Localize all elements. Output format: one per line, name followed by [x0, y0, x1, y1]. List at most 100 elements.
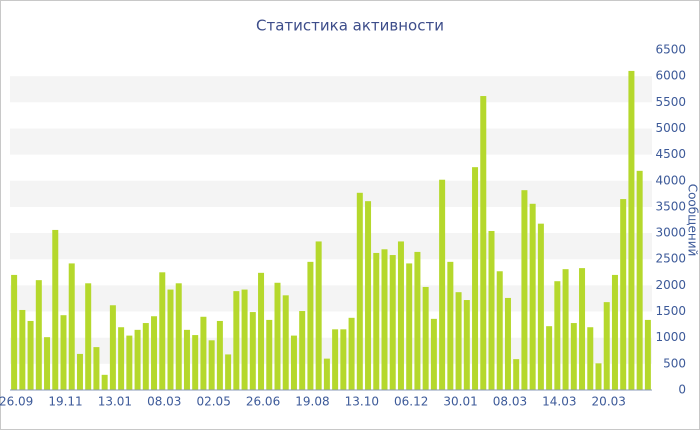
bar	[587, 327, 594, 390]
bar	[595, 363, 602, 390]
bar	[472, 167, 479, 390]
bar	[35, 280, 42, 390]
x-tick-label: 26.09	[0, 395, 33, 409]
bar	[447, 261, 454, 390]
y-tick-label: 500	[663, 356, 686, 370]
bar	[208, 340, 215, 390]
bar	[504, 297, 511, 390]
bar	[628, 70, 635, 390]
x-tick-label: 20.03	[592, 395, 626, 409]
y-tick-label: 5500	[655, 95, 686, 109]
y-tick-label: 4500	[655, 147, 686, 161]
bar	[644, 319, 651, 390]
bar	[167, 289, 174, 390]
bar	[422, 286, 429, 390]
bar	[60, 315, 67, 390]
x-tick-label: 19.08	[295, 395, 329, 409]
bar	[233, 291, 240, 390]
y-axis-label: Сообщений	[686, 184, 700, 257]
y-tick-label: 1000	[655, 330, 686, 344]
bar	[430, 318, 437, 390]
grid-band	[10, 233, 652, 260]
y-tick-label: 4000	[655, 173, 686, 187]
y-tick-label: 3500	[655, 199, 686, 213]
bar	[562, 269, 569, 390]
bar	[455, 292, 462, 390]
bar	[480, 96, 487, 391]
bar	[389, 255, 396, 390]
bar	[11, 274, 18, 390]
x-tick-label: 08.03	[493, 395, 527, 409]
bar	[258, 272, 265, 390]
grid-band	[10, 285, 652, 312]
bar	[19, 309, 26, 390]
bar	[44, 337, 51, 390]
y-tick-label: 6500	[655, 43, 686, 57]
x-tick-label: 13.01	[98, 395, 132, 409]
bar	[603, 302, 610, 390]
bar	[579, 268, 586, 390]
bar	[537, 223, 544, 390]
bar	[381, 249, 388, 390]
y-tick-label: 6000	[655, 69, 686, 83]
x-tick-label: 30.01	[443, 395, 477, 409]
bar	[274, 282, 281, 390]
bar	[496, 271, 503, 390]
bar	[315, 241, 322, 390]
bar	[249, 312, 256, 390]
chart-title: Статистика активности	[256, 17, 444, 35]
bar	[554, 281, 561, 390]
bar	[348, 317, 355, 390]
grid-band	[10, 128, 652, 155]
bar	[513, 359, 520, 390]
bar	[488, 230, 495, 390]
bar	[200, 316, 207, 390]
bar	[414, 251, 421, 390]
bar	[365, 201, 372, 390]
bar	[463, 300, 470, 390]
bar	[183, 329, 190, 390]
grid-band	[10, 76, 652, 103]
bar	[27, 320, 34, 390]
bar	[282, 295, 289, 390]
bar	[101, 374, 108, 390]
bar	[93, 347, 100, 390]
x-tick-label: 26.06	[246, 395, 280, 409]
y-tick-label: 2500	[655, 252, 686, 266]
bar	[373, 252, 380, 390]
bar	[439, 179, 446, 390]
y-tick-label: 2000	[655, 278, 686, 292]
bar	[307, 261, 314, 390]
bar	[546, 326, 553, 390]
bar	[85, 283, 92, 390]
x-tick-label: 13.10	[345, 395, 379, 409]
bar	[109, 305, 116, 390]
x-tick-label: 19.11	[48, 395, 82, 409]
bar	[570, 323, 577, 390]
bar	[134, 329, 141, 390]
bar	[323, 358, 330, 390]
y-tick-label: 0	[678, 383, 686, 397]
x-tick-label: 08.03	[147, 395, 181, 409]
bar	[340, 329, 347, 390]
y-tick-label: 5000	[655, 121, 686, 135]
bar	[299, 311, 306, 390]
x-tick-label: 14.03	[542, 395, 576, 409]
bar	[290, 335, 297, 390]
bar	[266, 319, 273, 390]
bar	[521, 190, 528, 390]
bar	[216, 320, 223, 390]
bar	[52, 229, 59, 390]
bar	[68, 263, 75, 390]
bar	[636, 170, 643, 390]
bar	[192, 335, 199, 390]
bar	[529, 203, 536, 390]
bar	[118, 327, 125, 390]
bar	[225, 354, 232, 390]
bar	[611, 274, 618, 390]
grid-band	[10, 337, 652, 364]
bar	[151, 316, 158, 390]
bar	[241, 289, 248, 390]
bar	[175, 283, 182, 390]
bar	[356, 192, 363, 390]
